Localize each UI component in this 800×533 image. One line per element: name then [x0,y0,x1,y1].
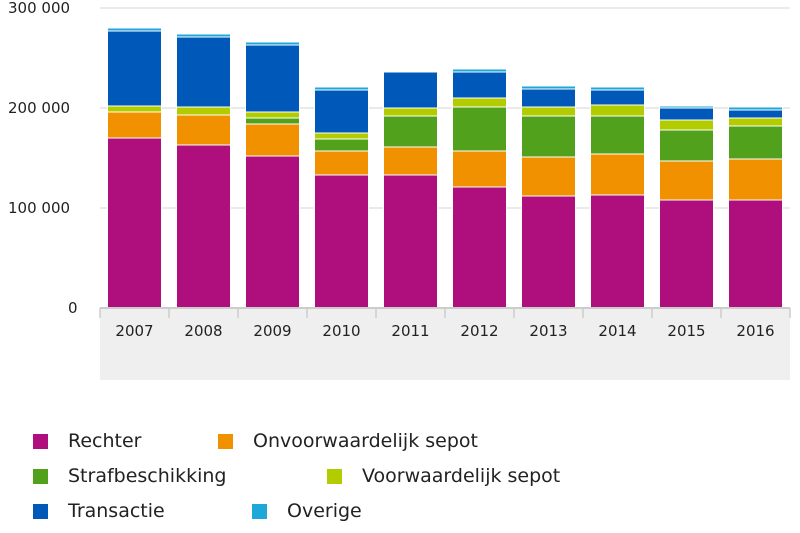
legend-item-strafbeschikking[interactable]: Strafbeschikking [33,465,226,487]
bar-segment [728,106,783,111]
bar-segment [659,105,714,109]
bar-segment [383,174,438,309]
legend-label: Onvoorwaardelijk sepot [253,430,478,452]
bar-segment [383,146,438,176]
bar-segment [107,111,162,139]
bar-segment [590,115,645,155]
legend-item-transactie[interactable]: Transactie [33,500,165,522]
bar-segment [521,85,576,90]
x-tick-label: 2008 [184,322,222,340]
bar-segment [521,156,576,197]
legend-item-overige[interactable]: Overige [252,500,362,522]
bar-segment [245,117,300,125]
bar-segment [659,107,714,121]
bar-segment [314,174,369,309]
bar-segment [383,71,438,73]
x-tick-label: 2014 [598,322,636,340]
bar-segment [245,44,300,113]
bar-segment [452,106,507,152]
legend-swatch [252,503,267,519]
legend-swatch [33,468,48,484]
bar-segment [728,125,783,160]
y-tick-label: 0 [68,299,78,317]
bar-segment [107,27,162,32]
bar-segment [521,115,576,158]
legend-swatch [218,433,233,449]
bar-segment [176,114,231,146]
bar-segment [383,71,438,109]
bar-segment [383,107,438,117]
bar-segment [728,199,783,309]
bar-segment [107,137,162,309]
legend-item-voorwaardelijk-sepot[interactable]: Voorwaardelijk sepot [327,465,560,487]
legend-label: Overige [287,500,362,522]
bar-segment [728,109,783,119]
bar-segment [314,86,369,91]
bar-segment [728,117,783,127]
legend-item-rechter[interactable]: Rechter [33,430,141,452]
legend-label: Strafbeschikking [68,465,227,487]
bar-segment [314,89,369,134]
x-tick-label: 2009 [253,322,291,340]
bar-segment [245,123,300,157]
bar-segment [590,89,645,106]
bar-segment [176,36,231,108]
bar-segment [452,150,507,188]
legend-label: Transactie [68,500,165,522]
x-tick-label: 2015 [667,322,705,340]
bar-segment [728,158,783,201]
legend-swatch [327,468,342,484]
bar-segment [659,129,714,162]
bar-segment [590,86,645,91]
bar-segment [176,144,231,309]
stacked-bar-chart: 0 100 000 200 000 300 000 2007 2008 2009 2010 20… [8,0,791,380]
y-tick-label: 200 000 [8,99,70,117]
bar-segment [176,33,231,38]
bar-segment [176,106,231,116]
x-tick-label: 2013 [529,322,567,340]
x-tick-label: 2010 [322,322,360,340]
legend-swatch [33,503,48,519]
bar-segment [521,88,576,108]
x-tick-label: 2011 [391,322,429,340]
bar-segment [452,97,507,108]
bar-segment [245,155,300,309]
bar-segment [107,105,162,113]
bar-segment [107,30,162,107]
bar-segment [659,160,714,201]
bar-segment [521,195,576,309]
bar-segment [659,119,714,131]
bar-segment [383,115,438,148]
bar-segment [590,194,645,309]
bar-segment [452,186,507,309]
legend-label: Rechter [68,430,142,452]
bar-segment [521,106,576,117]
x-tick-label: 2007 [115,322,153,340]
bar-segment [314,150,369,176]
bar-segment [314,132,369,140]
bar-segment [452,68,507,73]
bar-segment [245,41,300,46]
y-tick-label: 300 000 [8,0,70,17]
x-axis-band [100,308,790,380]
bar-segment [245,111,300,119]
bar-segment [590,153,645,196]
legend-item-onvoorwaardelijk-sepot[interactable]: Onvoorwaardelijk sepot [218,430,478,452]
legend-label: Voorwaardelijk sepot [362,465,561,487]
bar-segment [659,199,714,309]
bar-segment [314,138,369,152]
legend-swatch [33,433,48,449]
bar-segment [452,71,507,99]
x-tick-label: 2012 [460,322,498,340]
bar-segment [590,104,645,117]
y-tick-label: 100 000 [8,199,70,217]
x-tick-label: 2016 [736,322,774,340]
